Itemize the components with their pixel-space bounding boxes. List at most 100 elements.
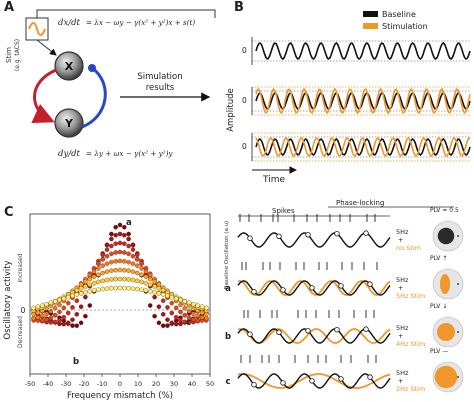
data-point [126, 277, 131, 282]
spike-phase-marker [251, 382, 257, 388]
x-ticks: -50 -40 -30 -20 -10 0 10 20 30 40 50 [25, 374, 214, 388]
data-point [35, 304, 41, 309]
phase-zero-dot [457, 331, 459, 333]
panel-label-c: C [4, 205, 14, 220]
data-point [139, 266, 144, 271]
spike-phase-marker [247, 235, 253, 241]
data-point [65, 310, 71, 316]
data-point [126, 231, 131, 237]
data-point [204, 305, 209, 311]
data-point [117, 285, 123, 291]
data-point [204, 315, 209, 321]
data-point [122, 267, 127, 273]
row-plus: + [398, 236, 403, 244]
data-point [135, 257, 140, 262]
data-point [143, 288, 149, 293]
row-plv: PLV ↑ [430, 255, 447, 262]
data-point [186, 315, 192, 321]
phase-locking-panel: Spikes Phase-locking Baseline Oscillatio… [224, 199, 464, 393]
data-point [126, 251, 131, 257]
equation-y-rhs: = λy + ωx − γ(x² + y²)y [86, 149, 173, 158]
x-tick-label: 50 [206, 380, 214, 388]
data-point [44, 317, 49, 322]
equation-x-rhs: = λx − ωy − γ(x² + y²)x + s(t) [86, 18, 195, 27]
data-point [48, 300, 54, 306]
data-point [104, 253, 110, 259]
data-point [152, 294, 157, 300]
data-point [65, 320, 71, 326]
data-point [109, 231, 114, 237]
data-point [143, 274, 149, 279]
data-point [182, 313, 188, 318]
marker-b: b [73, 357, 79, 367]
data-point [31, 311, 36, 317]
data-point [100, 270, 105, 276]
data-point [130, 261, 136, 266]
data-point [70, 323, 75, 328]
row-plv: PLV = 0.5 [430, 207, 459, 214]
data-point [61, 321, 67, 327]
data-point [178, 309, 183, 315]
spike-phase-marker [309, 285, 315, 291]
data-point [126, 243, 131, 249]
data-point [199, 315, 205, 320]
spikes-label: Spikes [272, 207, 295, 215]
data-point [169, 294, 175, 300]
data-point [100, 286, 105, 292]
data-point [104, 286, 110, 291]
data-point [87, 303, 93, 308]
x-tick-label: -20 [79, 380, 90, 388]
data-point [109, 251, 114, 257]
data-point [83, 294, 88, 300]
panel-label-b: B [234, 0, 244, 15]
data-point [147, 276, 153, 282]
phase-zero-dot [457, 283, 459, 285]
data-point [57, 297, 62, 303]
stim-oscillation [237, 280, 391, 296]
data-point [178, 302, 183, 308]
data-point [100, 257, 105, 262]
data-point [74, 292, 80, 297]
tuning-chart: -50 -40 -30 -20 -10 0 10 20 30 40 50 Frequency mis… [3, 213, 214, 401]
data-point [52, 299, 58, 304]
data-point [130, 286, 136, 291]
data-point [104, 261, 110, 266]
data-point [160, 292, 166, 297]
row-plv: PLV — [430, 348, 448, 355]
data-point [143, 269, 149, 274]
stim-sublabel: (e.g. tACS) [14, 39, 21, 71]
data-point [83, 313, 88, 319]
data-point [126, 259, 131, 265]
data-point [78, 320, 84, 326]
x-tick-label: -50 [25, 380, 36, 388]
data-point [52, 319, 58, 325]
data-point [139, 279, 144, 285]
data-point [191, 301, 196, 307]
spike-phase-marker [276, 233, 282, 239]
data-point [199, 310, 205, 315]
spike-phase-marker [334, 327, 340, 333]
data-point [91, 280, 97, 286]
data-point [91, 269, 97, 274]
plv-disc [434, 365, 458, 389]
spike-phase-marker [280, 287, 286, 293]
legend-swatch-stimulation [363, 23, 378, 29]
data-point [74, 323, 80, 328]
stim-oscillation [237, 328, 391, 344]
data-point [100, 263, 105, 268]
data-point [83, 284, 88, 289]
data-point [178, 297, 183, 303]
data-point [117, 276, 123, 282]
node-y-label: Y [64, 117, 74, 130]
row-plus: + [398, 284, 403, 292]
data-point [204, 311, 209, 317]
zero-tick-row3: 0 [242, 142, 247, 151]
data-point [96, 279, 101, 285]
data-point [74, 312, 80, 317]
data-point [57, 317, 62, 323]
data-point [126, 286, 131, 291]
chart-xlabel: Frequency mismatch (%) [67, 391, 173, 401]
data-point [48, 315, 54, 321]
chart-label-decreased: Decreased [17, 316, 24, 348]
spike-phase-marker [367, 281, 373, 287]
